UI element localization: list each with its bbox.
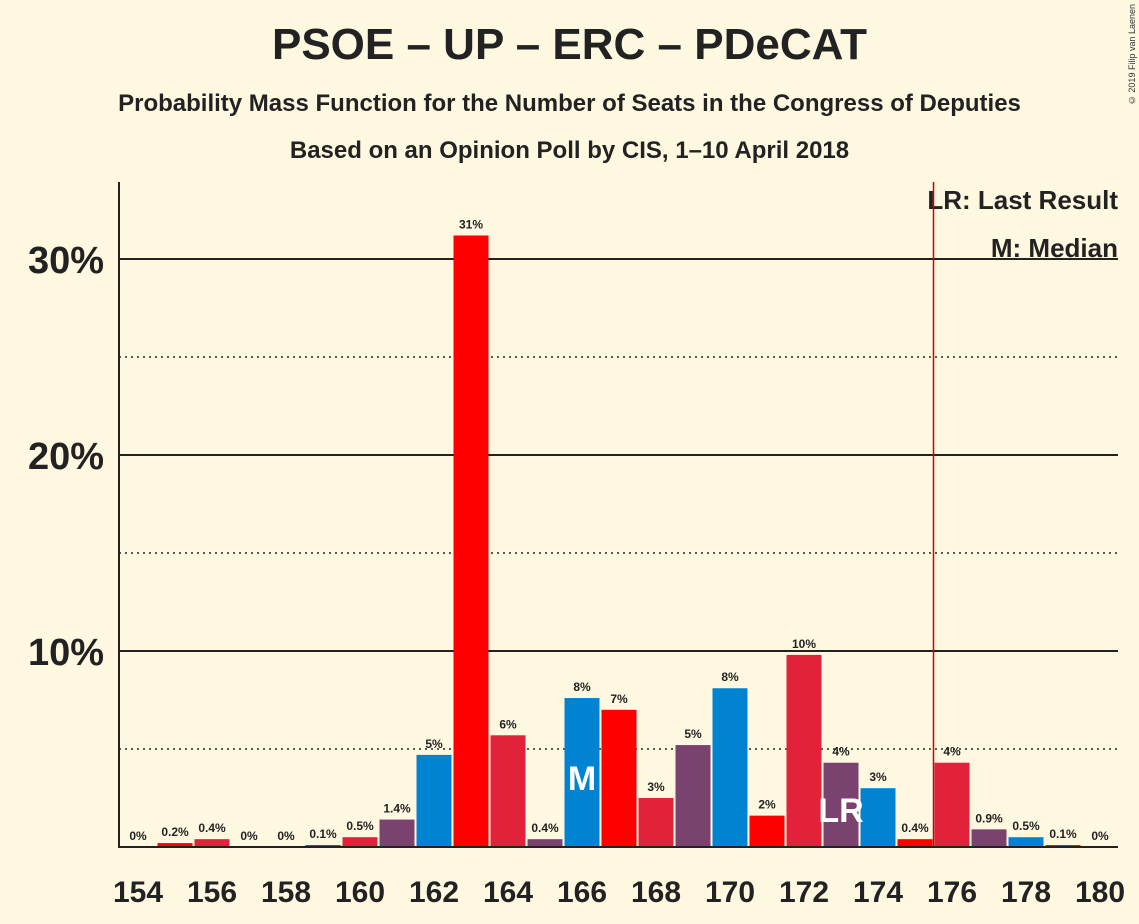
data-label-171: 2% <box>758 798 776 812</box>
y-tick-label-30: 30% <box>28 240 104 282</box>
bar-174 <box>860 788 896 847</box>
y-tick-label-10: 10% <box>28 632 104 674</box>
data-label-172: 10% <box>792 637 816 651</box>
x-tick-label-166: 166 <box>557 876 607 909</box>
x-tick-label-174: 174 <box>853 876 903 909</box>
bar-156 <box>194 839 230 847</box>
bar-163 <box>453 235 489 848</box>
data-label-167: 7% <box>610 692 628 706</box>
data-label-176: 4% <box>943 745 961 759</box>
x-tick-label-176: 176 <box>927 876 977 909</box>
last-result-marker: LR <box>818 792 863 830</box>
data-label-170: 8% <box>721 670 739 684</box>
data-label-161: 1.4% <box>383 802 411 816</box>
bar-175 <box>897 839 933 847</box>
chart-subtitle-poll: Based on an Opinion Poll by CIS, 1–10 Ap… <box>289 137 850 164</box>
data-label-175: 0.4% <box>901 821 929 835</box>
x-tick-label-160: 160 <box>335 876 385 909</box>
bar-164 <box>490 735 526 847</box>
y-tick-label-20: 20% <box>28 436 104 478</box>
legend-median: M: Median <box>991 233 1118 263</box>
data-label-173: 4% <box>832 745 850 759</box>
x-tick-label-170: 170 <box>705 876 755 909</box>
bar-173 <box>823 762 859 847</box>
median-marker: M <box>568 760 596 798</box>
bar-177 <box>971 829 1007 847</box>
bar-165 <box>527 839 563 847</box>
data-label-166: 8% <box>573 680 591 694</box>
chart-title: PSOE – UP – ERC – PDeCAT <box>271 20 867 69</box>
data-label-180: 0% <box>1091 829 1109 843</box>
chart-subtitle: Probability Mass Function for the Number… <box>118 90 1021 117</box>
data-label-159: 0.1% <box>309 827 337 841</box>
data-label-154: 0% <box>129 829 147 843</box>
bar-160 <box>342 837 378 847</box>
data-label-169: 5% <box>684 727 702 741</box>
legend-median-background <box>978 234 1120 258</box>
data-label-174: 3% <box>869 770 887 784</box>
x-tick-label-168: 168 <box>631 876 681 909</box>
bar-166 <box>564 698 600 847</box>
x-tick-label-156: 156 <box>187 876 237 909</box>
data-label-163: 31% <box>459 217 483 231</box>
data-label-168: 3% <box>647 780 665 794</box>
bar-169 <box>675 745 711 847</box>
bar-161 <box>379 819 415 847</box>
data-label-178: 0.5% <box>1012 819 1040 833</box>
bar-168 <box>638 798 674 847</box>
bar-178 <box>1008 837 1044 847</box>
legend-last-result: LR: Last Result <box>927 185 1118 215</box>
x-tick-label-178: 178 <box>1001 876 1051 909</box>
bar-155 <box>157 843 193 847</box>
x-tick-label-162: 162 <box>409 876 459 909</box>
data-label-165: 0.4% <box>531 821 559 835</box>
data-label-157: 0% <box>240 829 258 843</box>
x-tick-label-172: 172 <box>779 876 829 909</box>
bar-172 <box>786 654 822 847</box>
data-label-162: 5% <box>425 737 443 751</box>
x-tick-label-180: 180 <box>1075 876 1125 909</box>
bar-170 <box>712 688 748 847</box>
data-label-158: 0% <box>277 829 295 843</box>
x-tick-label-164: 164 <box>483 876 533 909</box>
data-label-156: 0.4% <box>198 821 226 835</box>
x-tick-label-158: 158 <box>261 876 311 909</box>
x-tick-label-154: 154 <box>113 876 163 909</box>
data-label-160: 0.5% <box>346 819 374 833</box>
bar-176 <box>934 762 970 847</box>
data-label-177: 0.9% <box>975 811 1003 825</box>
data-label-155: 0.2% <box>161 825 189 839</box>
bar-171 <box>749 815 785 847</box>
bar-167 <box>601 709 637 847</box>
bar-162 <box>416 754 452 847</box>
data-label-164: 6% <box>499 717 517 731</box>
data-label-179: 0.1% <box>1049 827 1077 841</box>
